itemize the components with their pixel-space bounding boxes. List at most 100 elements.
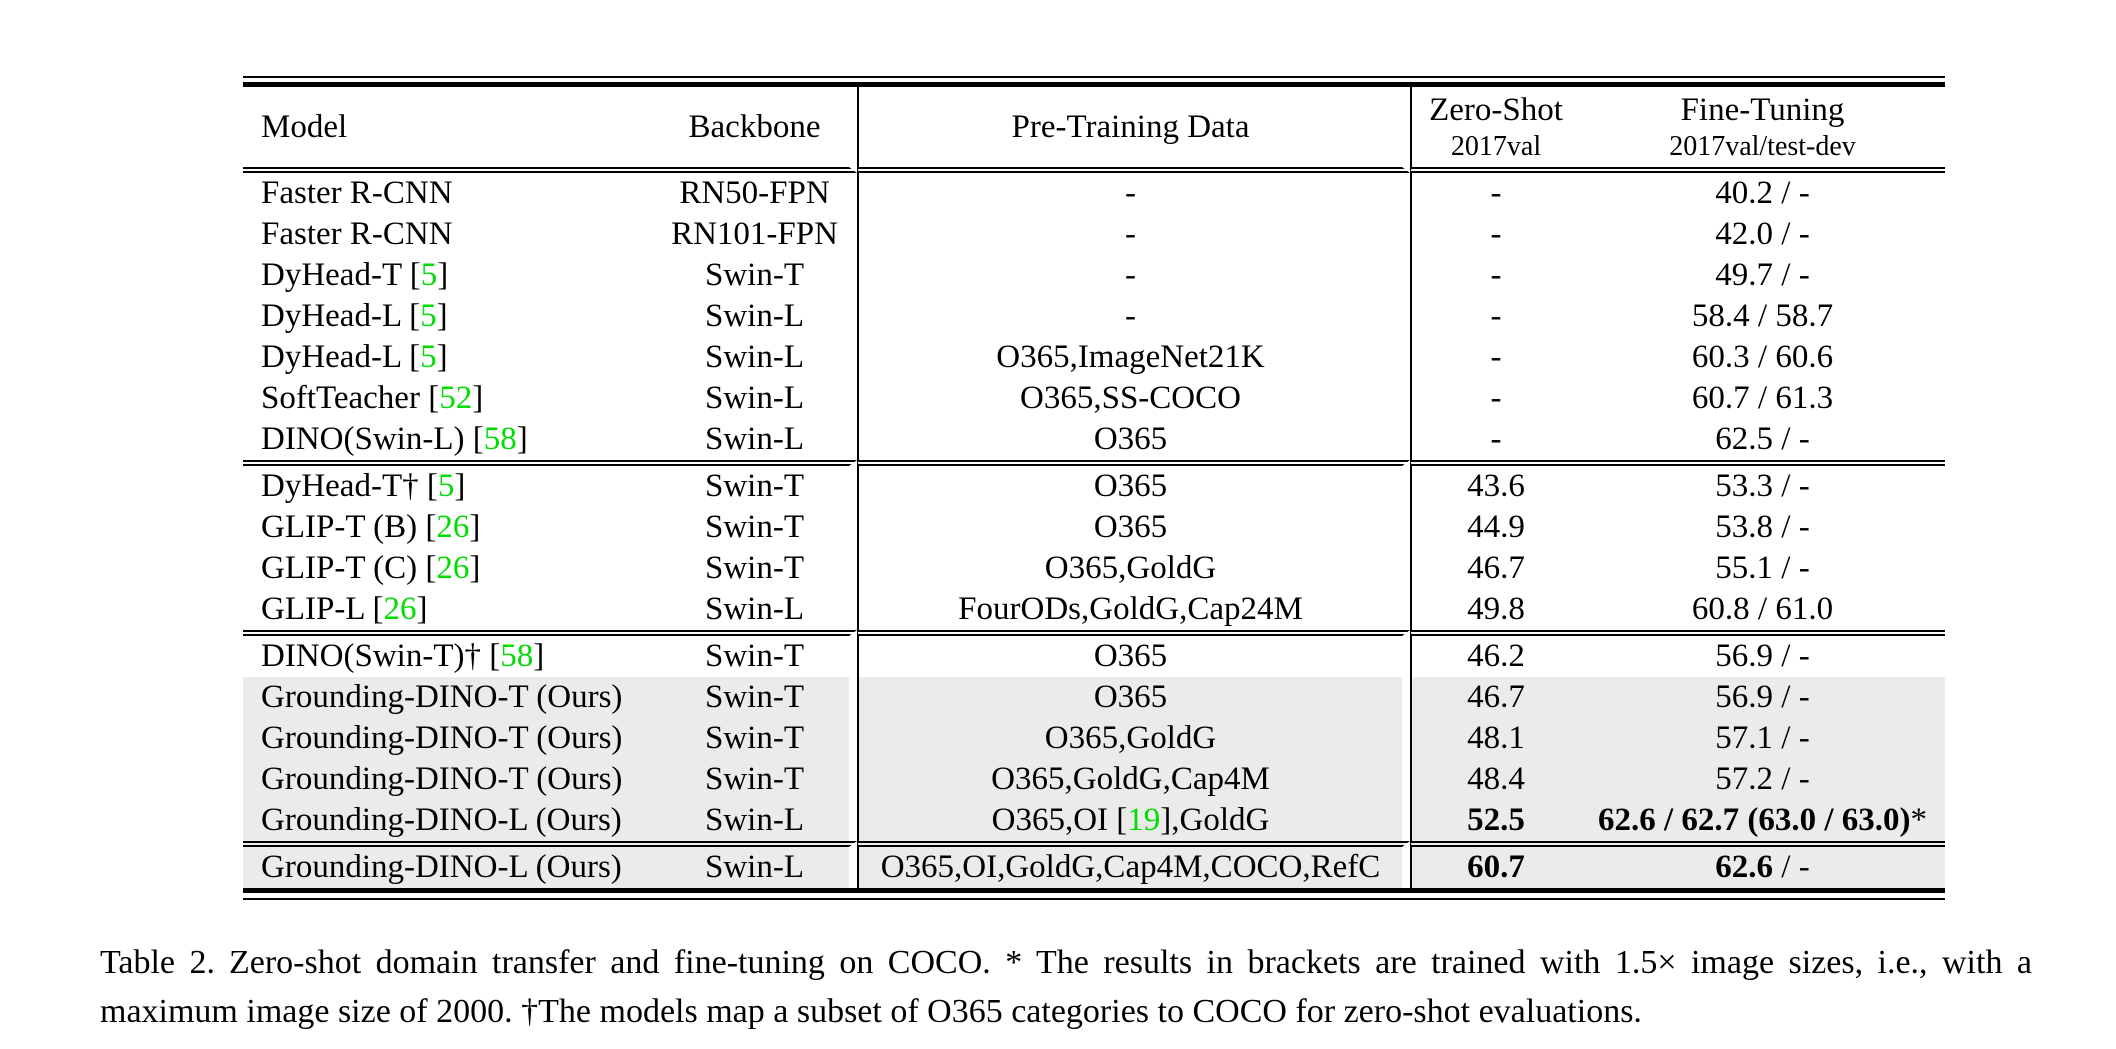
table-top-rule-thin	[243, 76, 1945, 78]
citation-ref[interactable]: 52	[439, 380, 473, 416]
zero-shot-cell: 48.1	[1410, 718, 1580, 759]
pretraining-data-cell: -	[857, 214, 1410, 255]
table-row: GLIP-T (B) [26] Swin-T O365 44.9 53.8 / -	[243, 507, 1945, 548]
backbone-cell: RN50-FPN	[660, 173, 857, 214]
pretraining-data-cell: -	[857, 255, 1410, 296]
pretraining-data-cell: O365,ImageNet21K	[857, 337, 1410, 378]
table-row: GLIP-L [26] Swin-L FourODs,GoldG,Cap24M 49.…	[243, 589, 1945, 630]
column-header-model: Model	[243, 87, 660, 173]
column-header-backbone: Backbone	[660, 87, 857, 173]
table-row: DyHead-L [5] Swin-L O365,ImageNet21K - 60.3 …	[243, 337, 1945, 378]
backbone-cell: Swin-T	[660, 718, 857, 759]
fine-tuning-cell: 56.9 / -	[1580, 677, 1945, 718]
zero-shot-cell: -	[1410, 214, 1580, 255]
citation-ref[interactable]: 5	[420, 298, 437, 334]
citation-ref[interactable]: 5	[420, 257, 438, 293]
pretraining-data-cell: O365	[857, 677, 1410, 718]
backbone-cell: Swin-T	[660, 548, 857, 589]
backbone-cell: Swin-L	[660, 589, 857, 630]
fine-tuning-cell: 53.3 / -	[1580, 460, 1945, 507]
fine-tuning-cell: 55.1 / -	[1715, 550, 1810, 586]
fine-tuning-cell: 62.5 / -	[1715, 421, 1810, 457]
pretraining-data-cell: FourODs,GoldG,Cap24M	[857, 589, 1410, 630]
citation-ref[interactable]: 5	[437, 468, 455, 504]
backbone-cell: Swin-L	[660, 800, 857, 841]
backbone-cell: Swin-L	[660, 296, 857, 337]
model-cell: GLIP-T (B) [26]	[261, 509, 481, 545]
results-table-container: Model Backbone Pre-Training Data Zero-Sh…	[243, 76, 1945, 900]
model-cell: Faster R-CNN	[261, 216, 453, 252]
table-row: Faster R-CNN RN101-FPN - -42.0 / -	[243, 214, 1945, 255]
model-cell: Grounding-DINO-L (Ours)	[243, 800, 660, 841]
zero-shot-cell: -	[1410, 419, 1580, 460]
fine-tuning-cell: 57.1 / -	[1580, 718, 1945, 759]
table-caption: Table 2. Zero-shot domain transfer and fi…	[100, 938, 2032, 1036]
fine-tuning-cell: 56.9 / -	[1580, 630, 1945, 677]
citation-ref[interactable]: 26	[383, 591, 417, 627]
backbone-cell: Swin-T	[660, 759, 857, 800]
table-row: SoftTeacher [52] Swin-L O365,SS-COCO - 60.7 …	[243, 378, 1945, 419]
column-header-label: Fine-Tuning	[1680, 92, 1845, 128]
model-cell: DyHead-T† [5]	[243, 460, 660, 507]
citation-ref[interactable]: 19	[1127, 802, 1161, 838]
pretraining-data-cell: -	[857, 173, 1410, 214]
model-cell: DyHead-L [5]	[261, 339, 448, 375]
column-header-pretraining-data: Pre-Training Data	[857, 87, 1410, 173]
model-cell: DINO(Swin-L) [58]	[261, 421, 528, 457]
zero-shot-cell: 43.6	[1410, 460, 1580, 507]
model-cell: Grounding-DINO-T (Ours)	[243, 718, 660, 759]
model-cell: Faster R-CNN	[261, 175, 453, 211]
caption-label: Table 2.	[100, 944, 215, 981]
backbone-cell: Swin-T	[660, 255, 857, 296]
table-top-rule	[243, 82, 1945, 87]
bold-value: 52.5	[1467, 802, 1525, 838]
backbone-cell: RN101-FPN	[660, 214, 857, 255]
pretraining-data-cell: O365,GoldG,Cap4M	[857, 759, 1410, 800]
table-row: DINO(Swin-T)† [58] Swin-T O365 46.2 56.9 / -	[243, 630, 1945, 677]
table-bottom-rule-thin	[243, 898, 1945, 900]
column-header-label: Zero-Shot	[1429, 92, 1563, 128]
backbone-cell: Swin-T	[660, 630, 857, 677]
table-row: DyHead-L [5] Swin-L - -58.4 / 58.7	[243, 296, 1945, 337]
zero-shot-cell: 44.9	[1410, 507, 1580, 548]
zero-shot-cell: 52.5	[1410, 800, 1580, 841]
fine-tuning-cell: 62.6 / -	[1580, 841, 1945, 888]
zero-shot-cell: -	[1410, 337, 1580, 378]
table-row: DyHead-T† [5] Swin-T O365 43.6 53.3 / -	[243, 460, 1945, 507]
backbone-cell: Swin-T	[660, 460, 857, 507]
table-row: GLIP-T (C) [26] Swin-T O365,GoldG 46.7 55.1 …	[243, 548, 1945, 589]
pretraining-data-cell: O365,SS-COCO	[857, 378, 1410, 419]
model-cell: DyHead-L [5]	[261, 298, 448, 334]
model-cell: Grounding-DINO-T (Ours)	[243, 677, 660, 718]
column-header-label: Backbone	[688, 109, 821, 145]
zero-shot-cell: -	[1410, 378, 1580, 419]
fine-tuning-cell: 58.4 / 58.7	[1691, 298, 1834, 334]
zero-shot-cell: 60.7	[1410, 841, 1580, 888]
citation-ref[interactable]: 58	[483, 421, 517, 457]
table-row: Grounding-DINO-L (Ours) Swin-L O365,OI,Gol…	[243, 841, 1945, 888]
citation-ref[interactable]: 26	[436, 509, 470, 545]
model-cell: GLIP-T (C) [26]	[261, 550, 481, 586]
table-row: Faster R-CNN RN50-FPN - -40.2 / -	[243, 173, 1945, 214]
table-row: Grounding-DINO-L (Ours) Swin-L O365,OI [19…	[243, 800, 1945, 841]
column-header-label: Pre-Training Data	[1011, 109, 1250, 145]
fine-tuning-cell: 40.2 / -	[1715, 175, 1810, 211]
fine-tuning-cell: 62.6 / 62.7 (63.0 / 63.0)*	[1580, 800, 1945, 841]
column-header-label: Model	[261, 109, 348, 145]
model-cell: SoftTeacher [52]	[261, 380, 484, 416]
caption-text: Zero-shot domain transfer and fine-tunin…	[100, 944, 2032, 1030]
table-row: Grounding-DINO-T (Ours) Swin-T O365,GoldG 4…	[243, 718, 1945, 759]
citation-ref[interactable]: 26	[436, 550, 470, 586]
fine-tuning-cell: 57.2 / -	[1580, 759, 1945, 800]
backbone-cell: Swin-L	[660, 337, 857, 378]
model-cell: GLIP-L [26]	[261, 591, 428, 627]
bold-value: 60.7	[1467, 849, 1525, 885]
header-row: Model Backbone Pre-Training Data Zero-Sh…	[243, 87, 1945, 173]
citation-ref[interactable]: 5	[420, 339, 437, 375]
zero-shot-cell: -	[1410, 255, 1580, 296]
citation-ref[interactable]: 58	[500, 638, 534, 674]
backbone-cell: Swin-L	[660, 378, 857, 419]
pretraining-data-cell: O365,OI [19],GoldG	[857, 800, 1410, 841]
fine-tuning-cell: 42.0 / -	[1715, 216, 1810, 252]
results-table: Model Backbone Pre-Training Data Zero-Sh…	[243, 87, 1945, 888]
